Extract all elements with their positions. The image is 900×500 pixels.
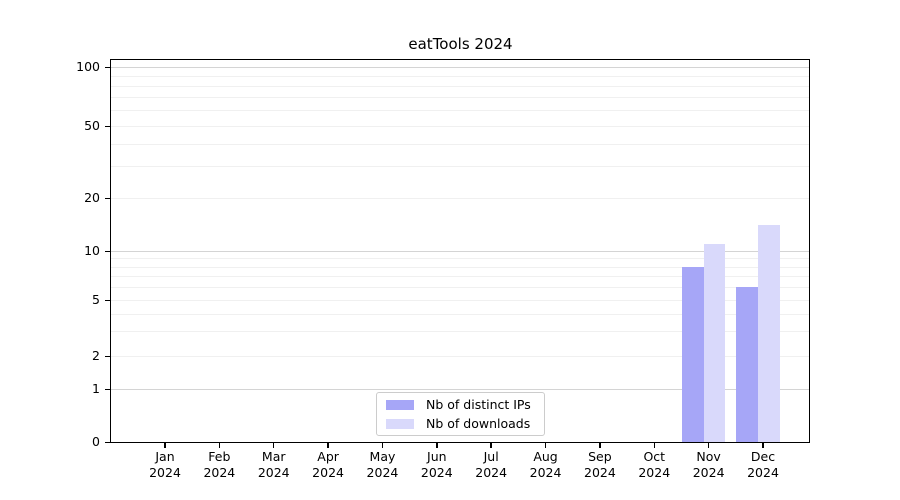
x-tick-label: May 2024 xyxy=(366,449,399,480)
y-axis-tick xyxy=(105,388,110,390)
y-minor-gridline xyxy=(111,356,809,357)
x-axis-tick xyxy=(164,443,166,448)
x-tick-label: Jun 2024 xyxy=(420,449,453,480)
y-axis-tick xyxy=(105,197,110,199)
chart-title: eatTools 2024 xyxy=(408,35,513,53)
legend-swatch-icon xyxy=(386,418,414,429)
y-axis-tick xyxy=(105,125,110,127)
legend-label: Nb of downloads xyxy=(426,416,531,431)
bar-distinct-ips xyxy=(736,287,758,443)
y-tick-label: 100 xyxy=(76,59,100,74)
legend-item: Nb of distinct IPs xyxy=(386,397,535,412)
x-axis-tick xyxy=(707,443,710,448)
x-tick-label: Aug 2024 xyxy=(529,449,562,480)
x-axis-tick xyxy=(327,443,329,448)
y-major-gridline xyxy=(111,389,809,390)
y-tick-label: 0 xyxy=(92,434,100,449)
y-minor-gridline xyxy=(111,313,809,315)
x-tick-label: Sep 2024 xyxy=(584,449,616,480)
y-minor-gridline xyxy=(111,85,809,87)
legend: Nb of distinct IPs Nb of downloads xyxy=(376,392,545,436)
y-major-gridline xyxy=(111,67,809,68)
x-axis-tick xyxy=(544,443,547,448)
x-axis-tick xyxy=(272,443,275,448)
legend-label: Nb of distinct IPs xyxy=(426,397,531,412)
y-axis-tick xyxy=(105,441,110,443)
x-tick-label: Jul 2024 xyxy=(475,449,508,480)
x-axis-tick xyxy=(653,443,656,448)
y-axis-tick xyxy=(105,66,110,68)
y-axis-tick xyxy=(105,355,110,357)
x-axis-tick xyxy=(490,443,492,448)
x-tick-label: Oct 2024 xyxy=(638,449,671,480)
y-minor-gridline xyxy=(111,198,809,199)
y-minor-gridline xyxy=(111,126,809,127)
y-minor-gridline xyxy=(111,266,809,268)
y-tick-label: 5 xyxy=(92,292,100,307)
y-tick-label: 1 xyxy=(92,381,100,396)
y-tick-label: 20 xyxy=(84,190,100,205)
x-tick-label: Nov 2024 xyxy=(692,449,725,480)
x-axis-tick xyxy=(599,443,601,448)
legend-swatch-icon xyxy=(386,399,414,410)
y-minor-gridline xyxy=(111,300,809,301)
x-tick-label: Apr 2024 xyxy=(312,449,344,480)
x-tick-label: Mar 2024 xyxy=(257,449,290,480)
y-minor-gridline xyxy=(111,166,809,168)
bar-downloads xyxy=(758,225,780,443)
bar-downloads xyxy=(703,243,726,443)
x-tick-label: Feb 2024 xyxy=(203,449,236,480)
y-minor-gridline xyxy=(111,97,809,99)
y-minor-gridline xyxy=(111,331,809,333)
y-tick-label: 50 xyxy=(84,118,100,133)
x-tick-label: Dec 2024 xyxy=(747,449,779,480)
x-tick-label: Jan 2024 xyxy=(149,449,181,480)
x-axis-tick xyxy=(381,443,384,448)
y-minor-gridline xyxy=(111,143,809,145)
y-minor-gridline xyxy=(111,276,809,278)
y-minor-gridline xyxy=(111,110,809,112)
y-tick-label: 2 xyxy=(92,348,100,363)
x-axis-tick xyxy=(762,443,764,448)
x-axis-tick xyxy=(436,443,438,448)
y-minor-gridline xyxy=(111,75,809,77)
y-minor-gridline xyxy=(111,258,809,260)
bar-distinct-ips xyxy=(681,266,704,443)
y-minor-gridline xyxy=(111,287,809,289)
y-axis-tick xyxy=(105,299,110,301)
y-axis-tick xyxy=(105,250,110,252)
x-axis-tick xyxy=(218,443,221,448)
y-tick-label: 10 xyxy=(84,243,100,258)
legend-item: Nb of downloads xyxy=(386,416,535,431)
y-major-gridline xyxy=(111,251,809,252)
